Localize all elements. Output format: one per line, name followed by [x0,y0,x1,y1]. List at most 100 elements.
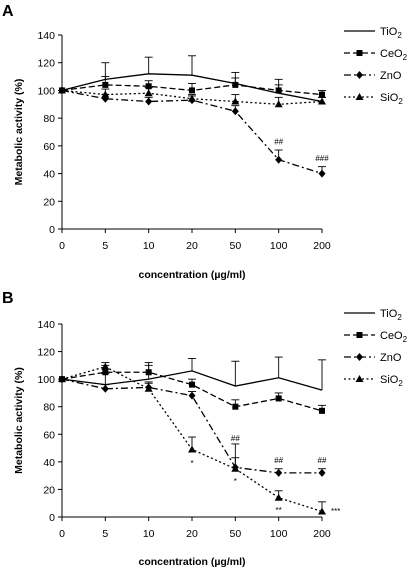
panel-letter: B [2,290,14,307]
legend-label: TiO2 [380,308,402,322]
significance-annotation: ## [274,137,283,146]
y-tick-label: 100 [37,374,55,386]
y-tick-label: 80 [43,402,55,414]
y-tick-label: 0 [49,224,55,236]
series-sio2 [58,362,326,515]
data-point [232,81,239,88]
legend-label: ZnO [380,70,402,82]
significance-annotation: ## [318,456,327,465]
x-tick-label: 20 [186,240,198,252]
data-point [144,89,153,97]
legend-entry: TiO2 [344,26,402,40]
panel-b: B 0 20 40 60 80 100 120 140 0 5 10 20 50 100 200 concent… [2,290,408,568]
significance-annotation: * [190,459,193,468]
x-axis-label: concentration (µg/ml) [139,269,246,281]
data-point [275,468,283,477]
data-point [275,395,282,402]
legend-label: SiO2 [380,374,403,388]
legend: TiO2 CeO2 ZnO SiO2 [344,26,408,106]
data-point [188,391,196,400]
legend-marker [356,50,363,56]
data-point [102,81,109,88]
series-sio2 [58,86,326,108]
data-point [318,97,326,105]
significance-annotation: * [234,477,237,486]
x-tick-label: 0 [59,240,65,252]
legend-marker [356,353,363,361]
x-tick-label: 5 [102,528,108,540]
legend-entry: CeO2 [344,330,408,344]
legend-label: CeO2 [380,330,408,344]
series-ceo2 [59,364,326,414]
y-tick-label: 140 [37,319,55,331]
y-tick-label: 60 [43,141,55,153]
significance-annotation: *** [331,507,340,516]
x-tick-label: 200 [313,240,331,252]
data-point [231,97,240,105]
x-tick-label: 50 [229,528,241,540]
legend-entry: TiO2 [344,308,402,322]
y-tick-label: 60 [43,429,55,441]
panel-a: A 0 20 40 60 80 100 120 140 0 5 10 20 50 100 200 concent… [2,3,408,281]
y-axis-label: Metabolic activity (%) [13,367,25,474]
legend-entry: SiO2 [344,374,403,388]
data-point [58,86,66,94]
y-tick-label: 120 [37,347,55,359]
significance-annotation: ### [315,154,329,163]
x-tick-label: 10 [143,240,155,252]
data-point [232,403,239,410]
data-point [58,375,66,383]
data-point [144,384,153,392]
legend-label: SiO2 [380,92,403,106]
y-tick-label: 140 [37,30,55,42]
data-point [231,464,240,472]
data-point [275,155,283,164]
y-tick-label: 40 [43,457,55,469]
significance-annotation: ** [276,506,282,515]
panel-letter: A [2,3,14,20]
y-tick-label: 20 [43,484,55,496]
legend-entry: SiO2 [344,92,403,106]
y-tick-label: 20 [43,196,55,208]
x-tick-label: 100 [270,240,288,252]
x-tick-label: 20 [186,528,198,540]
x-tick-label: 5 [102,240,108,252]
data-point [274,100,283,108]
x-tick-label: 0 [59,528,65,540]
data-point [318,468,326,477]
data-point [101,90,110,98]
legend: TiO2 CeO2 ZnO SiO2 [344,308,408,388]
data-point [102,369,109,376]
data-point [188,445,196,453]
data-point [145,83,152,90]
y-tick-label: 80 [43,113,55,125]
legend-label: ZnO [380,352,402,364]
legend-label: CeO2 [380,48,408,62]
legend-entry: ZnO [344,70,402,82]
data-point [145,369,152,376]
data-point [319,91,325,98]
data-point [101,384,109,393]
legend-label: TiO2 [380,26,402,40]
significance-annotation: ## [231,434,240,443]
data-point [275,87,282,94]
significance-annotation: ## [274,456,283,465]
x-tick-label: 10 [143,528,155,540]
y-axis-label: Metabolic activity (%) [13,79,25,186]
data-point [318,507,326,515]
data-point [189,87,195,94]
legend-entry: CeO2 [344,48,408,62]
x-tick-label: 50 [229,240,241,252]
y-tick-label: 120 [37,58,55,70]
legend-marker [355,375,364,382]
data-point [274,493,283,501]
legend-marker [356,71,363,79]
data-point [188,94,196,102]
x-tick-label: 200 [313,528,331,540]
data-point [319,407,325,414]
y-tick-label: 40 [43,169,55,181]
data-point [189,381,195,388]
legend-entry: ZnO [344,352,402,364]
x-axis-label: concentration (µg/ml) [139,556,246,568]
